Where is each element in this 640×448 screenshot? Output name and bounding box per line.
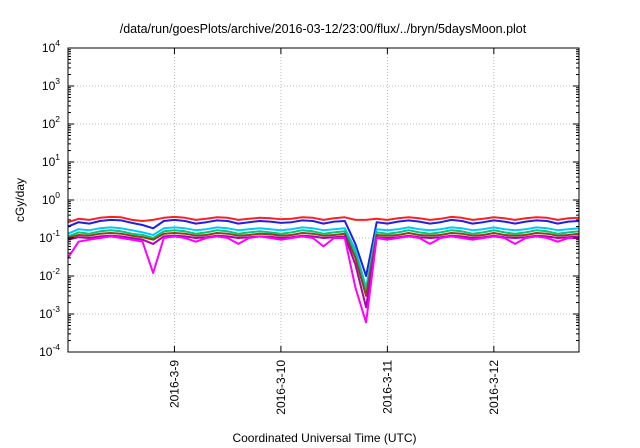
series-line-3 xyxy=(67,226,580,289)
y-axis-label: cGy/day xyxy=(13,178,27,222)
chart-title: /data/run/goesPlots/archive/2016-03-12/2… xyxy=(120,22,527,36)
x-tick-label: 2016-3-10 xyxy=(274,360,288,415)
x-axis-label: Coordinated Universal Time (UTC) xyxy=(232,431,416,445)
x-tick-label: 2016-3-12 xyxy=(487,360,501,415)
x-tick-labels: 2016-3-9 2016-3-10 2016-3-11 2016-3-12 xyxy=(167,360,500,415)
y-tick-label: 100 xyxy=(42,190,60,207)
y-tick-label: 10-2 xyxy=(39,266,60,283)
series-line-5 xyxy=(67,232,580,297)
x-tick-label: 2016-3-11 xyxy=(380,360,394,414)
y-tick-label: 103 xyxy=(42,76,60,93)
y-tick-label: 101 xyxy=(42,152,60,169)
series-line-4 xyxy=(67,229,580,293)
ticks xyxy=(68,47,579,353)
series-group xyxy=(67,215,580,324)
y-tick-label: 102 xyxy=(42,114,60,131)
x-tick-label: 2016-3-9 xyxy=(167,360,181,408)
grid xyxy=(68,48,579,352)
y-tick-labels: 10-4 10-3 10-2 10-1 100 101 102 103 104 xyxy=(39,38,60,359)
y-tick-label: 10-4 xyxy=(39,342,60,359)
series-line-2 xyxy=(67,218,580,277)
series-line-7 xyxy=(67,235,579,324)
y-tick-label: 10-1 xyxy=(39,228,60,245)
series-line-1 xyxy=(67,215,580,224)
y-tick-label: 104 xyxy=(42,38,60,55)
y-tick-label: 10-3 xyxy=(39,304,60,321)
